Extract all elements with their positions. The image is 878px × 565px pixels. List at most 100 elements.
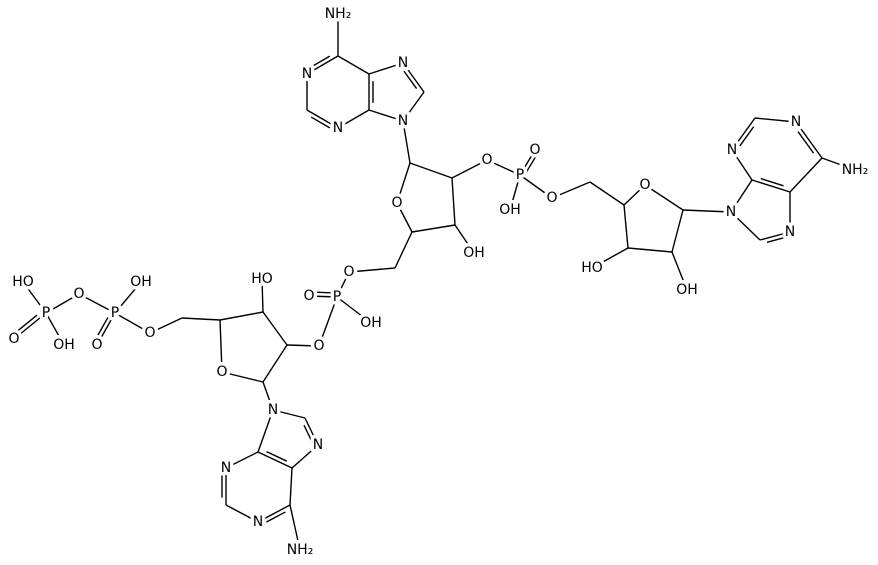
bond: [261, 278, 264, 313]
bond: [219, 311, 264, 321]
atom-label: N: [398, 113, 408, 129]
bond: [310, 116, 331, 129]
bond: [337, 55, 370, 75]
bond: [114, 312, 151, 334]
bond: [589, 181, 625, 206]
bond: [751, 179, 791, 193]
atom-label: OH: [130, 274, 152, 290]
bond: [96, 317, 109, 337]
atom-label: O: [391, 195, 402, 211]
atom-label: P: [42, 305, 50, 321]
atom-label: HO: [12, 274, 34, 290]
atom-label: HO: [251, 271, 273, 287]
bond: [486, 159, 521, 176]
atom-label: N: [302, 66, 312, 82]
bond: [411, 224, 456, 233]
bond: [451, 159, 488, 179]
bond: [308, 295, 338, 298]
atom-label: P: [111, 305, 119, 321]
bond: [519, 174, 553, 199]
bond: [221, 371, 264, 383]
bond: [402, 62, 425, 93]
atom-label: O: [144, 325, 155, 341]
atom-label: N: [785, 224, 795, 240]
bond: [754, 117, 797, 123]
bond: [623, 204, 629, 249]
bond: [766, 236, 786, 243]
bond: [45, 293, 80, 314]
bond: [821, 157, 856, 171]
bond: [303, 424, 313, 442]
bond: [96, 312, 116, 346]
bond: [682, 209, 732, 213]
bond: [551, 181, 591, 199]
bond: [730, 211, 761, 241]
bond: [368, 109, 404, 122]
bond: [731, 149, 753, 181]
bond: [265, 511, 286, 523]
bond: [627, 247, 673, 253]
bond: [17, 314, 38, 332]
bond: [304, 417, 319, 446]
atom-label: N: [398, 55, 408, 71]
bond: [671, 209, 684, 253]
atom-label: O: [216, 364, 227, 380]
bond: [286, 344, 320, 347]
bond: [402, 120, 411, 164]
bond: [789, 157, 823, 193]
bond: [525, 156, 537, 173]
bond: [409, 162, 453, 179]
atom-label: N: [726, 204, 736, 220]
bond: [272, 409, 306, 419]
bond: [114, 281, 142, 314]
atom-label: O: [73, 286, 84, 302]
bond: [336, 296, 372, 324]
bond: [739, 126, 755, 147]
atom-label: NH₂: [842, 162, 869, 178]
bond: [289, 504, 301, 551]
bond: [623, 184, 646, 206]
bond: [291, 444, 319, 469]
bond: [671, 251, 688, 291]
bond: [403, 70, 418, 89]
bond: [149, 317, 183, 334]
bond: [310, 55, 331, 68]
bond: [318, 296, 338, 347]
atom-label: OH: [499, 202, 521, 218]
bond: [225, 451, 259, 469]
atom-label: N: [333, 120, 343, 136]
bond: [394, 231, 413, 269]
bond: [257, 409, 274, 453]
bond: [266, 450, 288, 462]
atom-label: N: [268, 402, 278, 418]
bond: [795, 121, 823, 159]
atom-label: O: [303, 288, 314, 304]
atom-label: O: [8, 331, 19, 347]
atom-label: NH₂: [325, 6, 352, 22]
bond: [219, 319, 223, 373]
bond: [13, 312, 47, 340]
atom-label: O: [546, 190, 557, 206]
atom-label: NH₂: [287, 542, 314, 558]
bond: [519, 149, 536, 176]
atom-label: O: [91, 337, 102, 353]
atom-label: O: [343, 264, 354, 280]
bond: [306, 55, 339, 75]
bond: [181, 317, 221, 321]
bond: [509, 174, 521, 211]
bond: [22, 281, 47, 314]
bond: [45, 312, 65, 346]
atom-label: OH: [360, 315, 382, 331]
bond: [337, 109, 370, 129]
bond: [760, 177, 784, 187]
atom-label: OH: [53, 337, 75, 353]
bond: [368, 62, 404, 75]
bond: [402, 91, 425, 122]
atom-label: P: [516, 167, 524, 183]
bond: [396, 162, 411, 204]
bond: [454, 224, 475, 254]
bond: [336, 271, 350, 298]
bond: [797, 131, 815, 154]
